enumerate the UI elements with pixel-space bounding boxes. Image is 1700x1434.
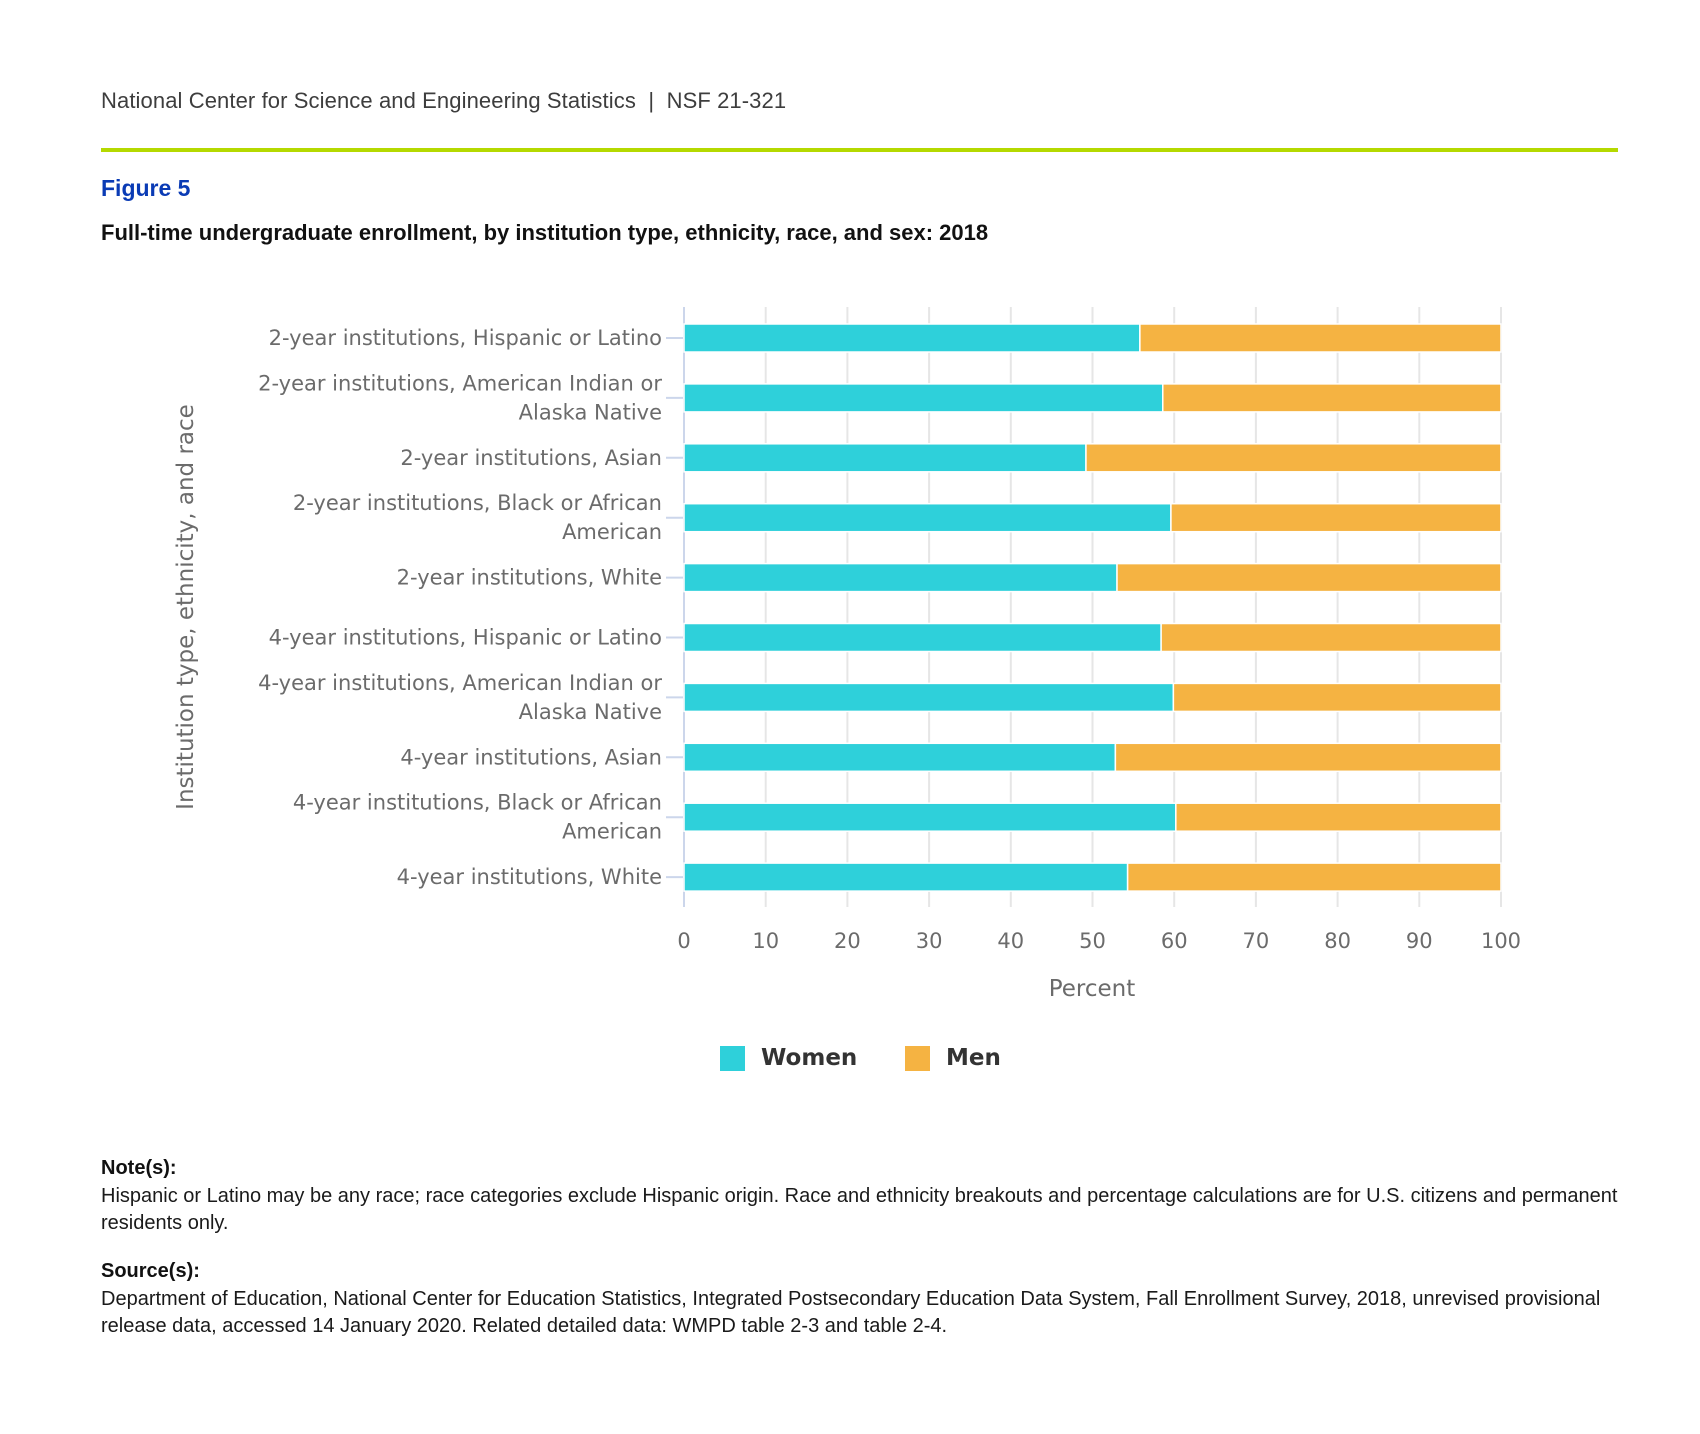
bar-women — [683, 622, 1162, 653]
bar-men — [1085, 443, 1502, 473]
category-label: 4-year institutions, Hispanic or Latino — [269, 626, 662, 650]
category-label: 4-year institutions, Black or African Ame… — [293, 791, 662, 844]
x-axis-title: Percent — [1049, 976, 1136, 1002]
bar-men — [1172, 682, 1502, 713]
category-label: 2-year institutions, White — [397, 566, 662, 590]
bar-women — [683, 383, 1164, 413]
bar-men — [1116, 562, 1502, 593]
bar-men — [1170, 502, 1502, 533]
bar-women — [683, 862, 1129, 892]
stacked-bar-chart: 2-year institutions, Hispanic or Latino 2… — [173, 307, 1521, 1002]
legend-swatch-women — [720, 1045, 745, 1071]
x-tick-label: 100 — [1481, 929, 1521, 953]
category-label: 4-year institutions, White — [397, 865, 662, 889]
legend-label-women: Women — [761, 1045, 858, 1071]
bar-men — [1162, 383, 1502, 413]
bar-men — [1175, 802, 1502, 832]
legend-swatch-men — [905, 1045, 930, 1071]
x-tick-label: 80 — [1324, 929, 1351, 953]
bar-men — [1114, 742, 1502, 773]
x-tick-label: 90 — [1406, 929, 1433, 953]
x-tick-label: 40 — [997, 929, 1024, 953]
x-tick-label: 0 — [677, 929, 690, 953]
bar-women — [683, 502, 1172, 533]
figure-title: Full-time undergraduate enrollment, by i… — [101, 220, 989, 245]
category-label: 2-year institutions, Asian — [400, 446, 662, 470]
bar-men — [1160, 622, 1502, 653]
sources-heading: Source(s): — [101, 1260, 200, 1282]
notes-text: Hispanic or Latino may be any race; race… — [101, 1185, 1618, 1234]
bar-women — [683, 562, 1118, 593]
bars — [683, 323, 1502, 892]
bar-women — [683, 802, 1177, 832]
x-tick-label: 50 — [1079, 929, 1106, 953]
x-tick-label: 20 — [834, 929, 861, 953]
bar-women — [683, 682, 1175, 713]
category-labels: 2-year institutions, Hispanic or Latino 2… — [258, 326, 662, 889]
category-label: 2-year institutions, Hispanic or Latino — [269, 326, 662, 350]
bar-women — [683, 323, 1141, 353]
x-tick-label: 30 — [916, 929, 943, 953]
figure-label: Figure 5 — [101, 175, 191, 201]
legend-item-women[interactable]: Women — [720, 1045, 857, 1071]
bar-women — [683, 443, 1087, 473]
x-tick-label: 70 — [1243, 929, 1270, 953]
legend: Women Men — [0, 1045, 1700, 1085]
header-rule — [101, 148, 1618, 152]
x-tick-label: 10 — [752, 929, 779, 953]
bar-women — [683, 742, 1117, 773]
category-label: 2-year institutions, American Indian or A… — [258, 371, 662, 424]
x-tick-label: 60 — [1161, 929, 1188, 953]
publisher-header: National Center for Science and Engineer… — [101, 88, 787, 113]
legend-label-men: Men — [946, 1045, 1001, 1071]
notes-heading: Note(s): — [101, 1157, 177, 1179]
category-label: 4-year institutions, Asian — [400, 745, 662, 769]
category-label: 4-year institutions, American Indian or A… — [258, 671, 662, 724]
x-tick-labels: 0 10 20 30 40 50 60 70 80 90 100 — [677, 929, 1521, 953]
bar-men — [1139, 323, 1502, 353]
sources-text: Department of Education, National Center… — [101, 1288, 1601, 1337]
category-label: 2-year institutions, Black or African Ame… — [293, 491, 662, 544]
bar-men — [1126, 862, 1502, 892]
legend-item-men[interactable]: Men — [905, 1045, 1001, 1071]
y-axis-title: Institution type, ethnicity, and race — [173, 404, 199, 810]
